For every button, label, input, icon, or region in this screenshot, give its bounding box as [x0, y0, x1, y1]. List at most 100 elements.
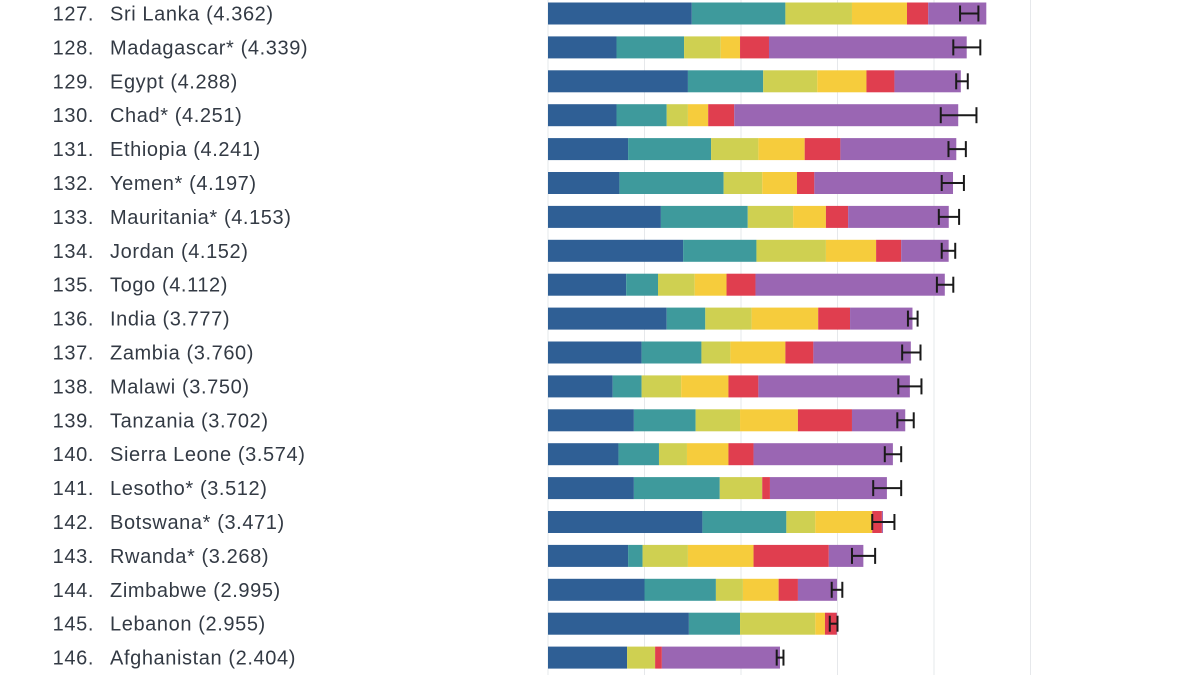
row-egypt-score: (4.288)	[170, 71, 238, 93]
row-mauritania-segment-3	[747, 205, 794, 228]
row-togo-rank: 135.	[53, 275, 94, 297]
row-lebanon-score: (2.955)	[198, 614, 266, 636]
error-bars	[775, 5, 982, 666]
row-yemen-segment-6	[814, 172, 954, 194]
row-sri-lanka-segment-1	[548, 2, 692, 25]
row-egypt-label: Egypt (4.288)	[110, 71, 238, 93]
row-chad-segment-4	[687, 104, 709, 127]
row-yemen-score: (4.197)	[189, 173, 257, 195]
row-lesotho-segment-3	[719, 477, 763, 500]
row-ethiopia-score: (4.241)	[193, 139, 261, 161]
row-togo-country: Togo	[110, 275, 156, 297]
row-chad-segment-3	[666, 104, 688, 127]
row-mauritania-segment-1	[548, 205, 661, 228]
row-jordan-segment-3	[756, 239, 826, 262]
row-malawi-segment-2	[612, 375, 642, 398]
row-zambia-error-bar	[901, 344, 922, 361]
row-sri-lanka-segment-4	[851, 2, 907, 25]
row-madagascar-segment-3	[684, 36, 721, 59]
row-madagascar-label: Madagascar* (4.339)	[110, 37, 308, 59]
row-india-segment-5	[818, 307, 851, 330]
row-ethiopia-segment-5	[804, 138, 841, 161]
row-mauritania-segment-5	[825, 205, 849, 228]
row-malawi-segment-3	[641, 375, 682, 398]
row-chad-segment-6	[734, 104, 959, 127]
row-tanzania-rank: 139.	[53, 410, 94, 432]
row-rwanda-country: Rwanda*	[110, 546, 195, 568]
row-ethiopia-segment-1	[548, 138, 629, 161]
row-botswana-label: Botswana* (3.471)	[110, 512, 285, 534]
row-togo-segment-4	[694, 273, 727, 296]
row-sierra-leone-score: (3.574)	[238, 444, 306, 466]
row-botswana-rank: 142.	[53, 512, 94, 534]
row-madagascar-rank: 128.	[53, 37, 94, 59]
row-zimbabwe-segment-3	[715, 578, 743, 601]
row-ethiopia-segment-4	[758, 138, 805, 161]
row-egypt-segment-1	[548, 70, 688, 93]
row-rwanda-segment-1	[548, 544, 629, 567]
row-malawi-segment-4	[681, 375, 729, 398]
row-egypt-segment-2	[687, 70, 764, 93]
stacked-bars	[548, 2, 987, 669]
row-egypt-segment-5	[866, 70, 895, 93]
gridlines	[547, 0, 1031, 675]
row-malawi-segment-6	[758, 375, 910, 398]
row-jordan-segment-2	[683, 239, 757, 262]
row-madagascar-error-bar	[952, 39, 982, 56]
row-afghanistan-segment-6	[661, 646, 780, 669]
row-lebanon-error-bar	[828, 615, 839, 632]
row-chad-label: Chad* (4.251)	[110, 105, 242, 127]
row-chad-country: Chad*	[110, 105, 169, 127]
row-yemen-segment-2	[619, 172, 724, 194]
row-sierra-leone-segment-1	[548, 443, 619, 466]
row-malawi-score: (3.750)	[182, 376, 250, 398]
row-jordan-score: (4.152)	[181, 241, 249, 263]
row-tanzania-segment-6	[851, 409, 906, 432]
row-ethiopia-error-bar	[947, 141, 967, 158]
row-zimbabwe-rank: 144.	[53, 580, 94, 602]
row-india-segment-6	[850, 307, 913, 330]
row-zimbabwe-segment-2	[644, 578, 716, 601]
row-zambia-label: Zambia (3.760)	[110, 343, 254, 365]
row-india-score: (3.777)	[163, 309, 231, 331]
row-mauritania-segment-4	[793, 205, 826, 228]
row-lesotho-segment-6	[769, 477, 887, 500]
row-afghanistan-rank: 146.	[53, 648, 94, 670]
row-botswana-score: (3.471)	[217, 512, 285, 534]
row-afghanistan-error-bar	[775, 649, 785, 666]
row-botswana-error-bar	[871, 514, 896, 530]
row-afghanistan-score: (2.404)	[228, 648, 296, 670]
row-malawi-label: Malawi (3.750)	[110, 376, 250, 398]
row-sri-lanka-rank: 127.	[53, 4, 94, 26]
row-togo-segment-5	[726, 273, 756, 296]
row-botswana-segment-2	[702, 511, 787, 533]
row-zambia-rank: 137.	[53, 343, 94, 365]
row-madagascar-segment-5	[740, 36, 769, 59]
row-afghanistan-country: Afghanistan	[110, 648, 222, 670]
row-rwanda-segment-2	[628, 544, 643, 567]
row-togo-label: Togo (4.112)	[110, 275, 228, 297]
row-madagascar-score: (4.339)	[241, 37, 309, 59]
row-mauritania-country: Mauritania*	[110, 207, 218, 229]
row-chad-segment-5	[708, 104, 735, 127]
row-zambia-segment-1	[548, 341, 642, 364]
row-afghanistan-label: Afghanistan (2.404)	[110, 648, 296, 670]
row-zimbabwe-segment-6	[797, 578, 838, 601]
row-sierra-leone-segment-4	[686, 443, 729, 466]
row-madagascar-segment-6	[768, 36, 967, 59]
row-togo-segment-1	[548, 273, 627, 296]
row-mauritania-rank: 133.	[53, 207, 94, 229]
row-zimbabwe-segment-1	[548, 578, 645, 601]
row-tanzania-segment-3	[695, 409, 741, 432]
row-zimbabwe-label: Zimbabwe (2.995)	[110, 580, 281, 602]
row-madagascar-segment-2	[616, 36, 685, 59]
row-chad-error-bar	[939, 107, 978, 124]
row-zambia-country: Zambia	[110, 343, 181, 365]
row-mauritania-label: Mauritania* (4.153)	[110, 207, 292, 229]
row-sierra-leone-segment-6	[753, 443, 893, 466]
row-rwanda-rank: 143.	[53, 546, 94, 568]
row-jordan-segment-4	[825, 239, 877, 262]
row-botswana-segment-4	[815, 511, 873, 533]
row-sri-lanka-score: (4.362)	[206, 4, 274, 26]
row-togo-segment-6	[755, 273, 945, 296]
